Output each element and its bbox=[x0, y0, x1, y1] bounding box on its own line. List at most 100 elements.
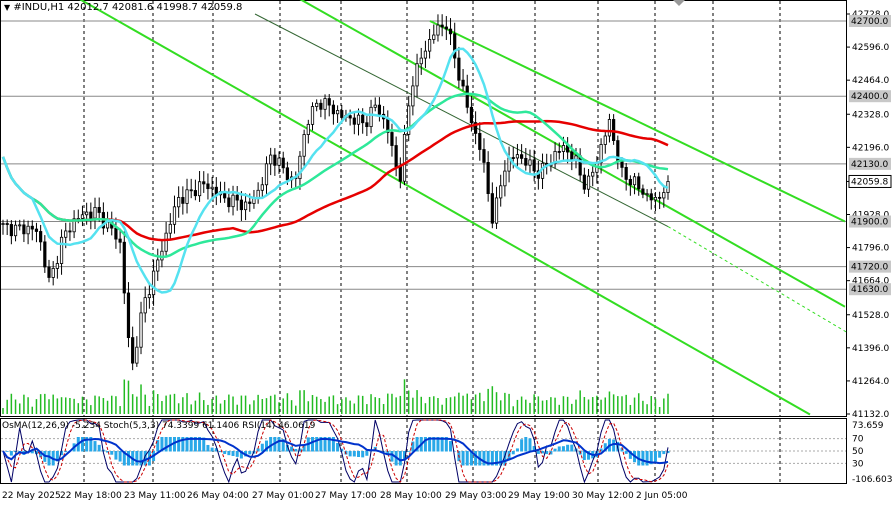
collapse-triangle-icon[interactable]: ▼ bbox=[4, 3, 11, 12]
candle-body bbox=[273, 154, 277, 166]
candle-body bbox=[503, 170, 507, 187]
candle-body bbox=[457, 57, 461, 81]
time-tick-label: 28 May 10:00 bbox=[380, 491, 442, 501]
candle-body bbox=[177, 197, 181, 208]
osma-bar bbox=[549, 451, 553, 455]
time-tick-label: 27 May 01:00 bbox=[252, 491, 314, 501]
osma-bar bbox=[490, 451, 494, 466]
candle-body bbox=[277, 157, 281, 166]
candle-body bbox=[93, 207, 97, 219]
candle-body bbox=[557, 151, 561, 153]
candle-body bbox=[80, 214, 85, 219]
osma-bar bbox=[9, 451, 13, 456]
osma-bar bbox=[39, 451, 43, 458]
candle-body bbox=[55, 263, 59, 269]
candle-body bbox=[172, 206, 177, 225]
chart-shift-marker[interactable] bbox=[673, 0, 685, 6]
osma-bar bbox=[545, 451, 549, 455]
osma-bar bbox=[156, 440, 160, 452]
candle-body bbox=[39, 231, 43, 243]
candle-body bbox=[269, 154, 273, 165]
osma-bar bbox=[231, 451, 235, 456]
candle-body bbox=[122, 241, 126, 294]
osma-bar bbox=[193, 437, 197, 452]
osma-bar bbox=[449, 441, 453, 452]
candle-body bbox=[126, 292, 131, 338]
moving-averages bbox=[1, 47, 669, 294]
osma-bar bbox=[495, 451, 499, 466]
candle-body bbox=[168, 223, 172, 234]
candle-body bbox=[97, 207, 101, 213]
osma-bar bbox=[390, 451, 394, 462]
osma-bar bbox=[206, 444, 210, 452]
candle-body bbox=[478, 133, 482, 150]
osma-bar bbox=[114, 451, 118, 460]
level-label: 41900.0 bbox=[851, 218, 888, 228]
candle-body bbox=[147, 294, 151, 299]
candle-body bbox=[620, 161, 624, 168]
candle-body bbox=[444, 26, 448, 30]
osma-bar bbox=[436, 437, 440, 452]
candle-body bbox=[189, 189, 193, 192]
osma-bar bbox=[310, 437, 314, 452]
osma-bar bbox=[122, 451, 126, 466]
osma-bar bbox=[566, 444, 570, 452]
osma-bar bbox=[415, 437, 419, 452]
osma-bar bbox=[440, 437, 444, 452]
candle-body bbox=[118, 238, 122, 243]
osma-bar bbox=[319, 437, 323, 452]
level-label-box bbox=[848, 174, 892, 188]
main-chart-panel[interactable] bbox=[0, 0, 847, 417]
candle-body bbox=[411, 85, 415, 107]
candle-body bbox=[327, 98, 331, 106]
osma-bar bbox=[227, 451, 231, 456]
level-label: 42059.8 bbox=[851, 177, 888, 187]
candle-body bbox=[649, 193, 653, 201]
candle-body bbox=[461, 79, 465, 87]
price-tick-label: 42596.0 bbox=[852, 43, 889, 53]
candle-body bbox=[407, 105, 411, 135]
candle-body bbox=[348, 115, 352, 119]
candle-body bbox=[624, 166, 628, 180]
osma-bar bbox=[290, 446, 294, 452]
candle-body bbox=[352, 117, 356, 125]
candle-body bbox=[164, 232, 168, 252]
candle-body bbox=[591, 171, 595, 177]
ma-cyan-line bbox=[1, 47, 669, 294]
candle-body bbox=[499, 185, 503, 199]
osma-bar bbox=[357, 451, 361, 458]
osma-bar bbox=[453, 450, 457, 452]
indicator-tick-label: 30 bbox=[852, 459, 864, 469]
candle-body bbox=[34, 228, 39, 232]
osma-bar bbox=[528, 438, 532, 452]
osma-bar bbox=[620, 448, 624, 452]
candle-body bbox=[227, 197, 231, 208]
osma-bar bbox=[587, 451, 591, 460]
osma-bar bbox=[444, 437, 448, 452]
candle-body bbox=[248, 201, 252, 204]
candle-body bbox=[465, 85, 469, 108]
osma-bar bbox=[599, 448, 603, 452]
candle-body bbox=[59, 236, 64, 264]
candle-body bbox=[5, 223, 9, 225]
osma-bar bbox=[14, 451, 18, 453]
candle-body bbox=[641, 188, 645, 195]
candle-body bbox=[532, 159, 536, 172]
price-tick-label: 41264.0 bbox=[852, 377, 889, 387]
osma-bar bbox=[649, 451, 653, 465]
price-tick-label: 41132.0 bbox=[852, 410, 889, 420]
osma-bar bbox=[461, 451, 465, 466]
indicator-tick-label: 50 bbox=[852, 447, 864, 457]
level-label: 41630.0 bbox=[851, 285, 888, 295]
candle-body bbox=[637, 176, 641, 190]
osma-bar bbox=[277, 437, 281, 452]
candle-body bbox=[18, 224, 22, 227]
osma-bar bbox=[582, 451, 586, 461]
candle-body bbox=[243, 201, 248, 211]
candle-body bbox=[469, 106, 474, 123]
candle-body bbox=[151, 270, 156, 296]
candle-body bbox=[570, 151, 574, 160]
osma-bar bbox=[315, 437, 319, 452]
candle-body bbox=[419, 57, 423, 65]
